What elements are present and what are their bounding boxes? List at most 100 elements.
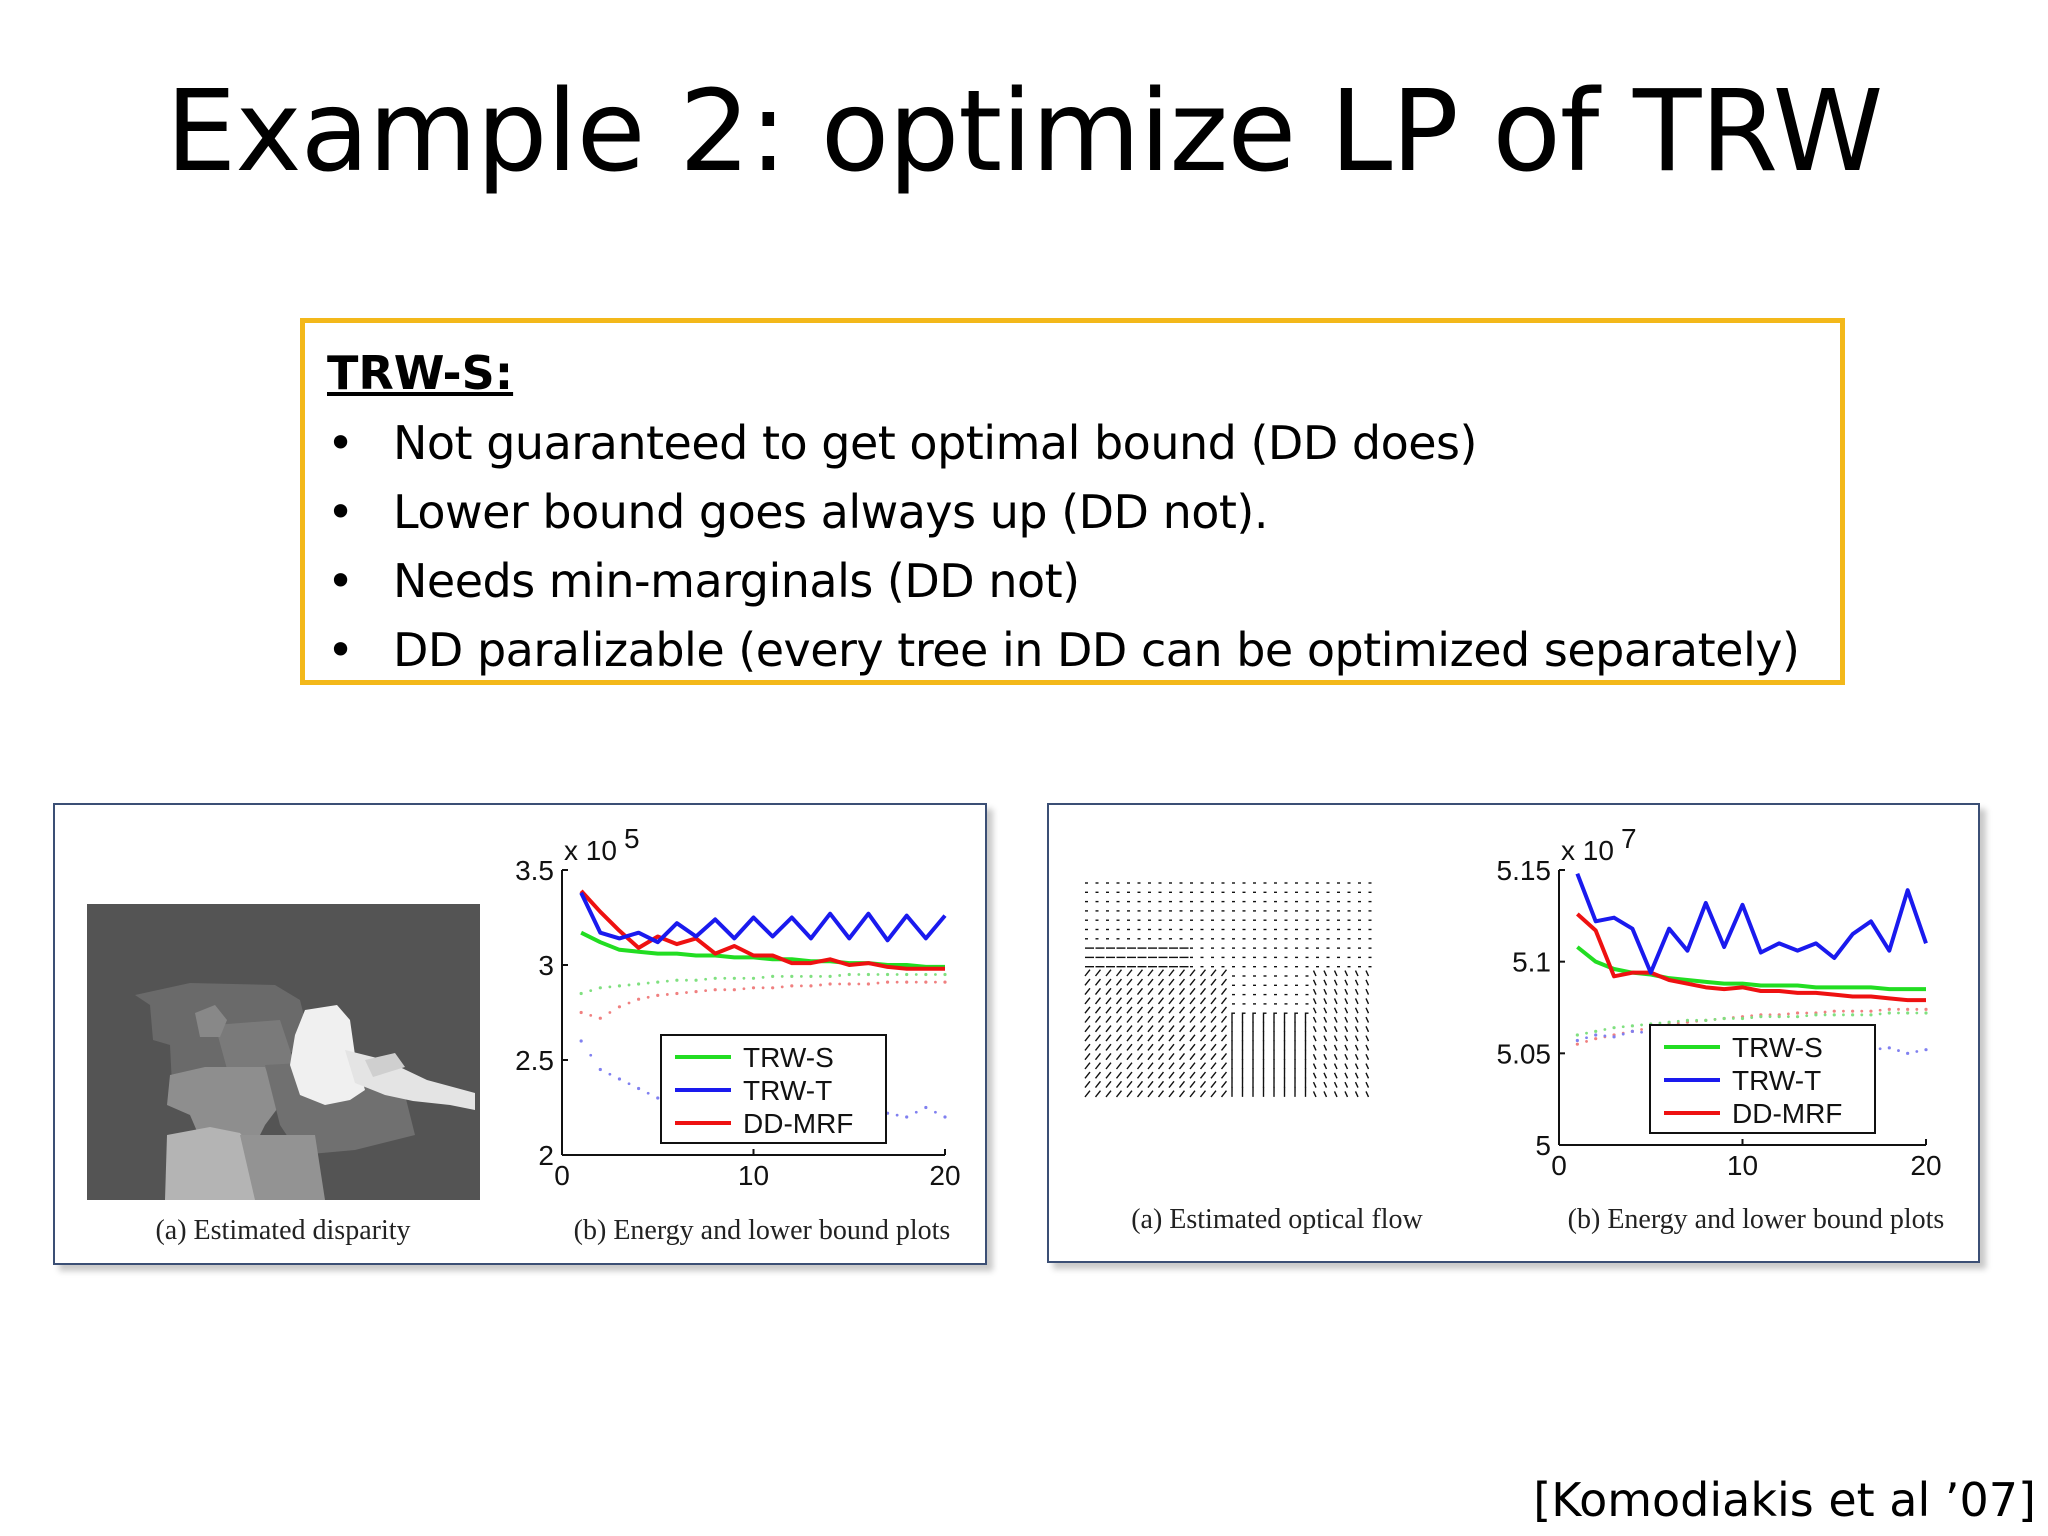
lower-bound-point [1814,1013,1818,1017]
lower-bound-point [694,990,698,994]
flow-vector [1312,1035,1317,1042]
flow-vector [1147,1025,1154,1033]
flow-vector [1199,1080,1207,1089]
flow-vector [1147,978,1154,986]
lower-bound-point [751,986,756,990]
lower-bound-point [1585,1036,1588,1040]
flow-vector [1344,979,1349,986]
flow-vector [1189,1080,1196,1089]
lower-bound-point [704,989,708,993]
lower-bound-point [761,975,765,979]
flow-vector [1084,987,1091,996]
lower-bound-point [790,974,794,978]
series-line-dd-mrf [579,889,945,971]
lower-bound-point [1640,1028,1643,1031]
flow-vector [1147,1071,1154,1079]
lower-bound-point [1924,1007,1928,1011]
flow-vector [1354,1081,1359,1088]
lower-bound-point [1842,1013,1845,1017]
lower-bound-point [1630,1024,1634,1028]
flow-vector [1354,979,1359,986]
flow-vector [1115,978,1123,986]
flow-vector [1136,1090,1144,1098]
flow-vector [1157,1015,1165,1023]
lower-bound-point [627,1082,631,1086]
flow-vector [1199,1025,1207,1033]
lower-bound-point [1924,1048,1928,1052]
flow-vector [1220,1090,1228,1098]
callout-heading: TRW-S: [327,346,514,400]
flow-vector [1126,1015,1133,1023]
bullet-icon: • [327,623,354,677]
flow-vector [1126,1025,1133,1033]
lower-bound-point [943,972,947,977]
lower-bound-point [732,988,736,992]
flow-vector [1199,987,1207,996]
flow-vector [1365,1091,1370,1098]
disparity-region [365,1053,405,1077]
flow-vector [1365,979,1370,986]
x-tick-label: 10 [1727,1150,1758,1181]
figure-caption-b: (b) Energy and lower bound plots [574,1215,951,1246]
lower-bound-dotted-series [579,980,947,1020]
flow-vector [1126,969,1133,977]
legend-label: TRW-S [1732,1032,1823,1063]
y-tick-label: 5.15 [1497,855,1552,886]
y-tick-label: 5.1 [1512,947,1551,978]
x-tick-label: 20 [929,1160,960,1191]
flow-vector [1365,1063,1370,1070]
flow-vector [1084,1006,1091,1014]
flow-vector [1199,1071,1207,1079]
lower-bound-point [1594,1029,1598,1033]
flow-vector [1354,1053,1359,1060]
lower-bound-point [1906,1007,1910,1011]
flow-vector [1189,1034,1196,1042]
x-tick-label: 20 [1910,1150,1941,1181]
flow-vector [1323,1035,1328,1042]
flow-vector [1199,969,1207,977]
flow-vector [1105,1080,1112,1089]
lower-bound-point [1869,1013,1873,1017]
flow-vector [1220,987,1228,996]
flow-vector [1178,1062,1186,1070]
flow-vector [1189,997,1196,1005]
flow-vector [1105,987,1112,996]
lower-bound-point [838,974,842,977]
flow-vector [1147,1052,1154,1061]
lower-bound-point [819,975,822,978]
lower-bound-point [637,982,641,986]
disparity-figure-panel: (a) Estimated disparity (b) Energy and l… [53,803,987,1265]
flow-vector [1210,1062,1217,1070]
lower-bound-point [598,1016,602,1020]
flow-vector [1354,970,1359,977]
lower-bound-dotted-series [579,972,947,996]
flow-vector [1354,1091,1359,1098]
flow-vector [1168,1052,1175,1061]
flow-vector [1323,1016,1328,1023]
flow-vector [1189,1015,1196,1023]
flow-vector [1312,1091,1317,1098]
flow-vector [1199,1090,1207,1098]
flow-vector [1105,1062,1112,1070]
flow-vector [1220,1006,1228,1014]
slide-title: Example 2: optimize LP of TRW [165,67,1884,197]
flow-vector [1115,1080,1123,1089]
lower-bound-point [914,973,918,976]
lower-bound-point [1795,1011,1800,1015]
lower-bound-point [866,972,871,977]
flow-vector [1312,988,1317,995]
flow-vector [1220,1025,1228,1033]
flow-vector [1084,1071,1091,1079]
flow-vector [1178,1006,1186,1014]
flow-vector [1147,969,1154,977]
flow-vector [1084,1090,1091,1098]
flow-vector [1126,1006,1133,1014]
lower-bound-point [857,982,861,986]
flow-vector [1157,978,1165,986]
flow-vector [1323,1063,1328,1070]
flow-vector [1115,1071,1123,1079]
lower-bound-point [1823,1013,1827,1017]
lower-bound-point [608,1011,612,1014]
flow-vector [1157,1090,1165,1098]
flow-vector [1354,1044,1359,1051]
